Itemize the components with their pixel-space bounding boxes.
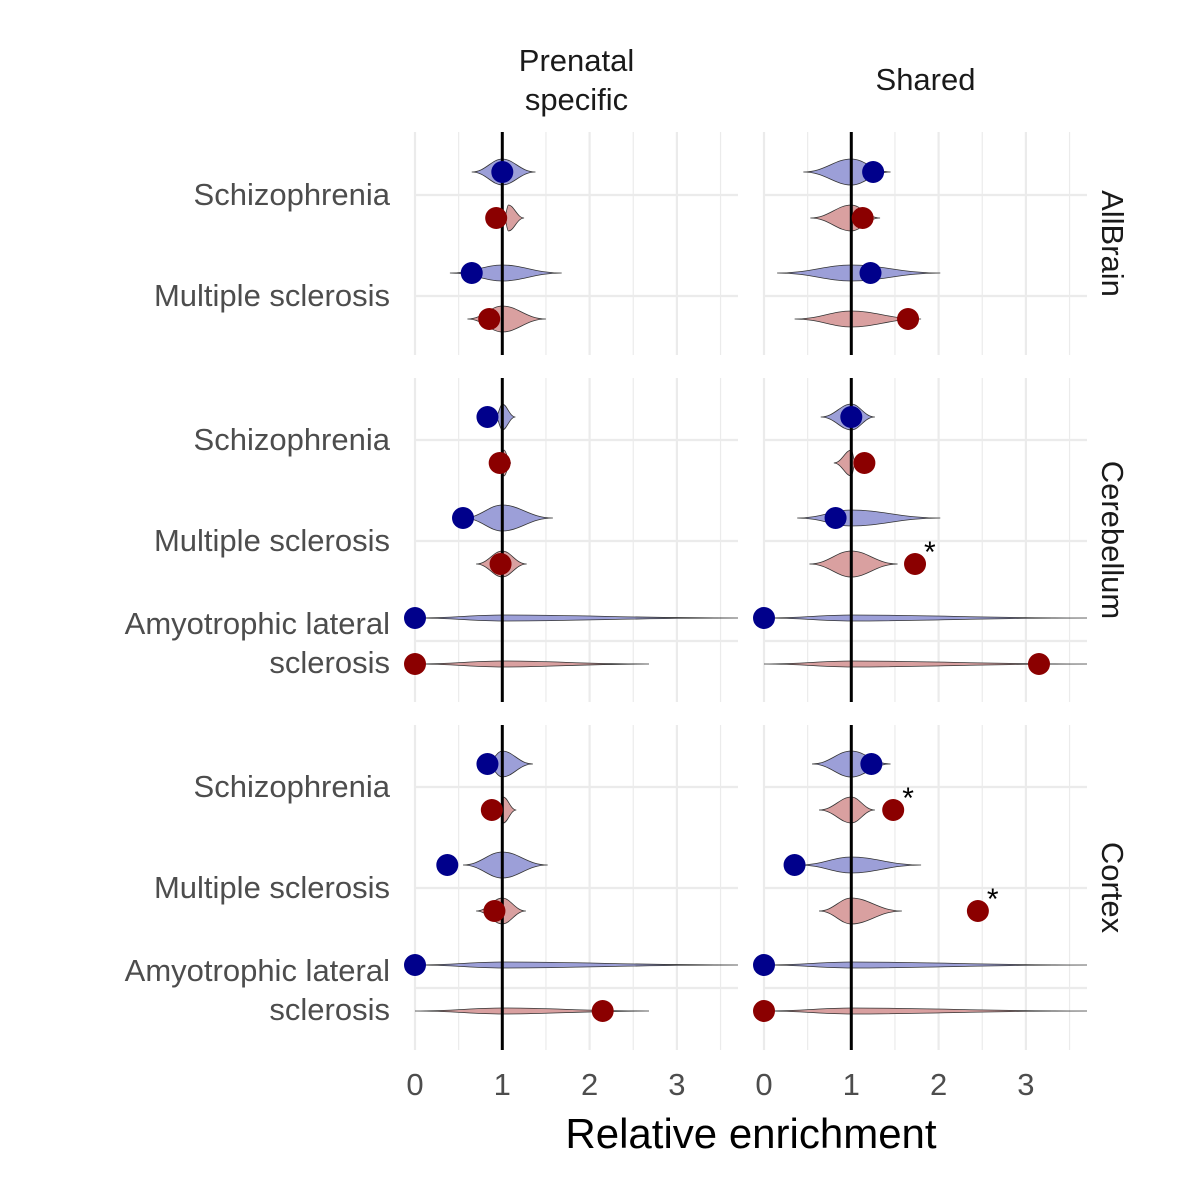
violin-red xyxy=(414,1007,650,1015)
violin-red xyxy=(763,1007,1088,1015)
point-blue xyxy=(824,507,847,529)
point-red xyxy=(897,308,920,330)
x-tick-label: 0 xyxy=(755,1067,772,1102)
point-blue xyxy=(862,161,885,183)
violin-blue xyxy=(414,961,739,969)
row-strip-label: AllBrain xyxy=(1095,190,1130,297)
violin-red xyxy=(809,550,898,578)
point-blue xyxy=(404,607,426,629)
significance-star: * xyxy=(924,536,936,569)
point-blue xyxy=(476,753,499,775)
y-tick-label: sclerosis xyxy=(269,645,390,680)
point-red xyxy=(966,900,989,922)
y-tick-label: Multiple sclerosis xyxy=(154,278,390,313)
significance-star: * xyxy=(987,883,999,916)
point-blue xyxy=(460,262,483,284)
point-blue xyxy=(840,406,863,428)
violin-blue xyxy=(798,856,922,874)
violin-blue xyxy=(495,403,516,431)
point-red xyxy=(853,452,876,474)
x-tick-label: 0 xyxy=(406,1067,423,1102)
point-blue xyxy=(859,262,882,284)
significance-star: * xyxy=(902,782,914,815)
x-tick-label: 3 xyxy=(1017,1067,1034,1102)
point-blue xyxy=(491,161,514,183)
point-blue xyxy=(783,854,806,876)
violin-red xyxy=(763,660,1088,668)
y-tick-label: Schizophrenia xyxy=(194,769,391,804)
violin-red xyxy=(794,310,922,328)
point-blue xyxy=(436,854,459,876)
y-tick-label: Multiple sclerosis xyxy=(154,523,390,558)
point-blue xyxy=(753,954,775,976)
violin-blue xyxy=(763,961,1088,969)
column-strip-label: Shared xyxy=(876,62,976,97)
x-tick-label: 3 xyxy=(668,1067,685,1102)
violin-red xyxy=(818,796,875,824)
label-layer: Schizophrenia Multiple sclerosis AllBrain *… xyxy=(125,43,1130,1157)
point-red xyxy=(882,799,905,821)
point-red xyxy=(753,1000,775,1022)
y-tick-label: Amyotrophic lateral xyxy=(125,953,390,988)
point-blue xyxy=(404,954,426,976)
point-blue xyxy=(476,406,499,428)
point-red xyxy=(478,308,501,330)
y-tick-label: Multiple sclerosis xyxy=(154,870,390,905)
violin-blue xyxy=(763,614,1088,622)
column-strip-label: Prenatal xyxy=(519,43,634,78)
violin-red xyxy=(818,897,902,925)
point-layer xyxy=(404,161,1050,1022)
point-red xyxy=(904,553,927,575)
point-blue xyxy=(452,507,475,529)
point-red xyxy=(485,207,508,229)
point-red xyxy=(591,1000,614,1022)
violin-red xyxy=(414,660,650,668)
violin-blue xyxy=(484,750,533,778)
violin-blue xyxy=(462,504,553,532)
point-red xyxy=(489,553,512,575)
violin-blue xyxy=(777,264,941,282)
reference-line-layer xyxy=(500,132,853,1050)
x-tick-label: 2 xyxy=(930,1067,947,1102)
x-tick-label: 2 xyxy=(581,1067,598,1102)
y-tick-label: sclerosis xyxy=(269,992,390,1027)
x-axis-title: Relative enrichment xyxy=(565,1110,937,1157)
row-strip-label: Cerebellum xyxy=(1095,461,1130,620)
y-tick-label: Amyotrophic lateral xyxy=(125,606,390,641)
violin-blue xyxy=(797,509,941,527)
violin-blue xyxy=(414,614,739,622)
point-red xyxy=(404,653,426,675)
y-tick-label: Schizophrenia xyxy=(194,422,391,457)
point-red xyxy=(480,799,503,821)
x-tick-label: 1 xyxy=(843,1067,860,1102)
column-strip-label: specific xyxy=(525,82,628,117)
violin-red xyxy=(503,204,525,232)
point-red xyxy=(851,207,874,229)
x-tick-label: 1 xyxy=(494,1067,511,1102)
y-tick-label: Schizophrenia xyxy=(194,177,391,212)
row-strip-label: Cortex xyxy=(1095,842,1130,934)
point-blue xyxy=(860,753,883,775)
point-blue xyxy=(753,607,775,629)
violin-blue xyxy=(462,851,548,879)
point-red xyxy=(1027,653,1050,675)
point-red xyxy=(483,900,506,922)
violin-blue xyxy=(449,264,562,282)
point-red xyxy=(488,452,511,474)
